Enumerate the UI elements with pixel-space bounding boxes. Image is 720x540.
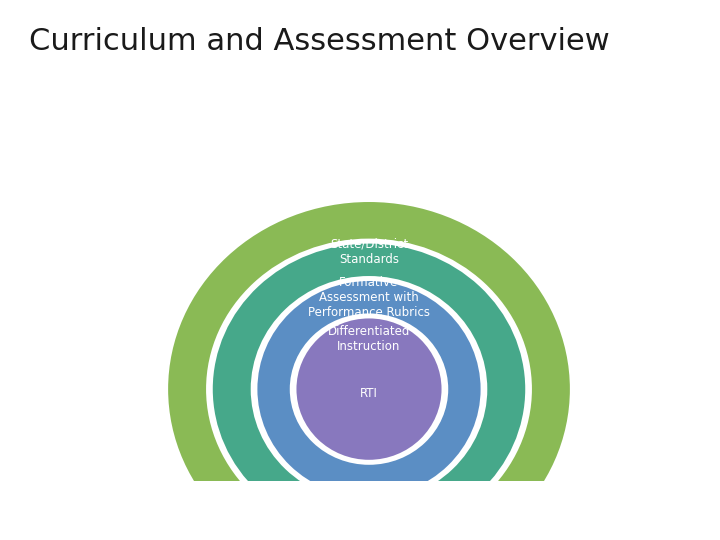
Ellipse shape [258,281,481,497]
Ellipse shape [289,313,449,465]
Ellipse shape [206,239,532,539]
Ellipse shape [251,276,487,502]
Ellipse shape [168,202,570,540]
Text: RTI: RTI [360,387,378,400]
Ellipse shape [161,197,577,540]
Text: Differentiated
Instruction: Differentiated Instruction [328,325,410,353]
Ellipse shape [213,244,526,535]
Text: State/District
Standards: State/District Standards [330,238,408,266]
Text: Formative
Assessment with
Performance Rubrics: Formative Assessment with Performance Ru… [308,276,430,319]
Text: Curriculum and Assessment Overview: Curriculum and Assessment Overview [29,27,610,56]
Ellipse shape [297,319,441,460]
